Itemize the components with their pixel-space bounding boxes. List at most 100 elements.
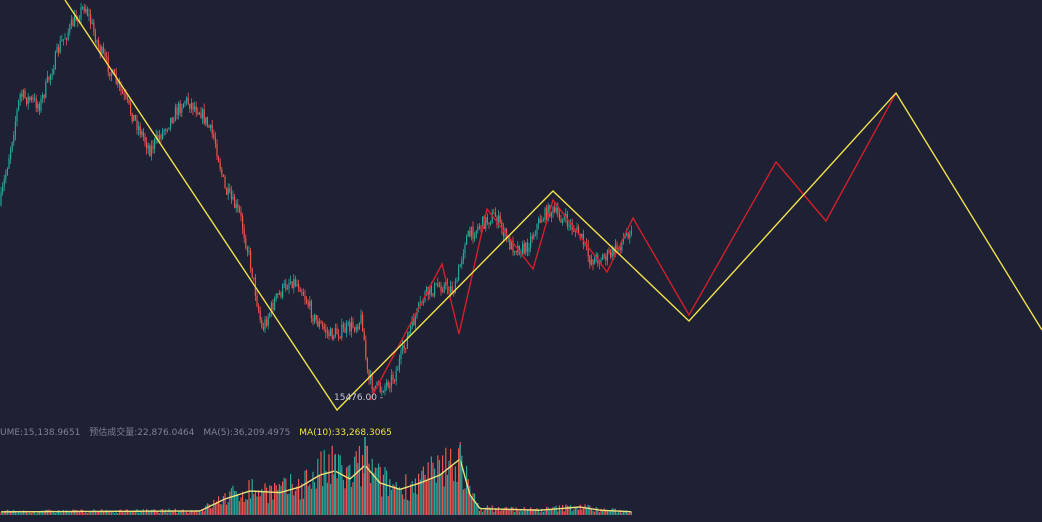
candle-body: [114, 69, 116, 74]
candle-body: [602, 255, 604, 261]
candle-body: [131, 113, 133, 122]
volume-bar: [558, 505, 560, 515]
volume-bar: [582, 507, 584, 515]
candle-body: [29, 96, 31, 101]
volume-bar: [163, 510, 165, 515]
candle-body: [149, 145, 151, 157]
volume-bar: [307, 486, 309, 515]
candle-body: [314, 314, 316, 322]
volume-bar: [118, 510, 120, 515]
volume-bar: [262, 491, 264, 515]
candle-body: [410, 326, 412, 332]
candle-body: [270, 302, 272, 313]
volume-bar: [560, 510, 562, 515]
candle-body: [158, 135, 160, 141]
volume-bar: [429, 480, 431, 515]
candle-body: [384, 385, 386, 392]
volume-spike-bar: [459, 445, 461, 515]
volume-bar: [373, 472, 375, 515]
candle-body: [365, 340, 367, 358]
candle-body: [133, 115, 135, 122]
candle-body: [13, 135, 15, 143]
volume-bar: [326, 482, 328, 515]
volume-bar: [174, 508, 176, 515]
candle-body: [451, 286, 453, 293]
candle-body: [157, 135, 159, 141]
candle-body: [419, 301, 421, 304]
candle-body: [502, 228, 504, 237]
candle-body: [547, 205, 549, 221]
candle-body: [125, 94, 127, 97]
candle-body: [435, 283, 437, 285]
volume-bar: [131, 511, 133, 515]
volume-bar: [518, 511, 520, 515]
volume-bar: [347, 465, 349, 515]
volume-bar: [282, 481, 284, 515]
candle-body: [208, 125, 210, 128]
candle-body: [184, 101, 186, 104]
candle-body: [290, 281, 292, 284]
candle-body: [560, 219, 562, 223]
candle-body: [352, 321, 354, 328]
volume-spike-bar: [364, 437, 366, 515]
volume-bar: [389, 479, 391, 515]
volume-bar: [290, 474, 292, 515]
candle-body: [432, 293, 434, 296]
candle-body: [170, 117, 172, 128]
candle-body: [357, 326, 359, 329]
volume-bar: [26, 510, 28, 515]
volume-bar: [8, 510, 10, 515]
candle-body: [573, 230, 575, 232]
candle-body: [558, 213, 560, 220]
candle-body: [418, 303, 420, 309]
volume-bar: [603, 508, 605, 515]
volume-bar: [130, 511, 132, 515]
candle-body: [499, 215, 501, 222]
volume-bar: [203, 511, 205, 515]
volume-bar: [320, 451, 322, 515]
candle-body: [563, 217, 565, 219]
volume-bar: [422, 466, 424, 515]
volume-bar: [370, 483, 372, 515]
volume-bar: [219, 503, 221, 515]
candle-body: [96, 40, 98, 43]
volume-bar: [581, 509, 583, 515]
volume-bar: [213, 499, 215, 515]
volume-bar: [171, 511, 173, 515]
candle-body: [450, 286, 452, 293]
candle-body: [123, 93, 125, 95]
volume-bar: [192, 510, 194, 515]
volume-bar: [306, 469, 308, 515]
volume-bar: [48, 509, 50, 515]
volume-bar: [501, 510, 503, 515]
candle-body: [130, 103, 132, 114]
volume-bar: [88, 511, 90, 515]
candle-body: [213, 133, 215, 138]
volume-bar: [590, 509, 592, 515]
candle-body: [608, 250, 610, 253]
candle-body: [440, 285, 442, 292]
candle-body: [120, 85, 122, 91]
candle-body: [533, 235, 535, 239]
candle-body: [515, 251, 517, 253]
candle-body: [27, 96, 29, 105]
volume-value: UME:15,138.9651: [0, 428, 81, 438]
volume-bar: [507, 510, 509, 515]
candle-body: [486, 217, 488, 223]
candle-body: [443, 284, 445, 293]
candle-body: [216, 143, 218, 157]
candle-body: [206, 117, 208, 126]
candle-body: [595, 255, 597, 258]
volume-bar: [614, 508, 616, 515]
volume-bar: [454, 466, 456, 515]
candle-body: [240, 211, 242, 217]
candle-body: [296, 283, 298, 286]
candle-body: [320, 321, 322, 324]
volume-bar: [566, 505, 568, 515]
volume-bar: [267, 503, 269, 515]
yellow-wave-line: [64, 0, 1042, 412]
volume-bar: [98, 511, 100, 515]
candle-body: [544, 208, 546, 220]
volume-bar: [498, 506, 500, 515]
volume-bar: [222, 496, 224, 515]
